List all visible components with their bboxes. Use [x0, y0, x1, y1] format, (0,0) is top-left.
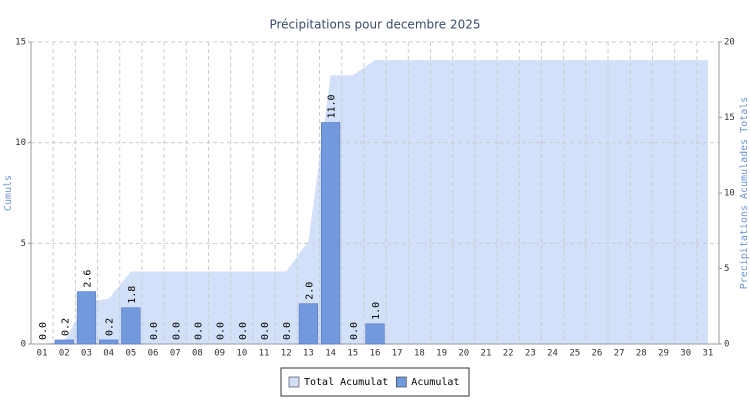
y-tick-label: 10 [15, 138, 26, 148]
x-tick-label: 18 [414, 349, 425, 359]
x-tick-label: 04 [103, 349, 114, 359]
x-tick-label: 02 [59, 349, 70, 359]
data-label: 0.2 [60, 318, 71, 336]
x-tick-label: 19 [436, 349, 447, 359]
data-label: 0.0 [216, 322, 227, 340]
x-tick-label: 09 [214, 349, 225, 359]
x-tick-label: 25 [569, 349, 580, 359]
x-tick-label: 23 [525, 349, 536, 359]
legend-box [280, 367, 470, 397]
bar [320, 122, 341, 345]
x-tick-label: 30 [680, 349, 691, 359]
x-tick-label: 08 [192, 349, 203, 359]
data-label: 1.0 [371, 302, 382, 320]
bar [365, 323, 385, 345]
x-tick-label: 05 [125, 349, 136, 359]
chart-title: Précipitations pour decembre 2025 [269, 18, 480, 32]
x-tick-label: 31 [702, 349, 713, 359]
data-label: 2.6 [82, 270, 93, 288]
x-tick-label: 24 [547, 349, 558, 359]
data-label: 0.0 [171, 322, 182, 340]
bar [121, 307, 141, 345]
legend-label: Acumulat [411, 377, 459, 388]
data-label: 0.0 [38, 322, 49, 340]
y-tick-label: 0 [21, 340, 26, 350]
x-tick-label: 16 [370, 349, 381, 359]
bar [54, 339, 74, 345]
x-tick-label: 06 [148, 349, 159, 359]
y2-tick-label: 5 [724, 264, 729, 274]
x-tick-label: 07 [170, 349, 181, 359]
x-tick-label: 27 [614, 349, 625, 359]
x-tick-label: 29 [658, 349, 669, 359]
x-tick-label: 26 [592, 349, 603, 359]
y-axis-title: Cumuls [3, 175, 14, 211]
y2-tick-label: 0 [724, 340, 729, 350]
x-tick-label: 21 [481, 349, 492, 359]
data-label: 2.0 [304, 282, 315, 300]
x-tick-label: 15 [347, 349, 358, 359]
x-tick-label: 13 [303, 349, 314, 359]
data-label: 0.0 [260, 322, 271, 340]
bar [298, 303, 319, 345]
data-label: 0.0 [349, 322, 360, 340]
bar [76, 291, 97, 345]
x-tick-label: 22 [503, 349, 514, 359]
x-tick-label: 28 [636, 349, 647, 359]
data-label: 0.0 [238, 322, 249, 340]
bar [99, 339, 119, 345]
data-label: 11.0 [327, 94, 338, 118]
x-tick-label: 17 [392, 349, 403, 359]
y2-tick-label: 10 [724, 189, 735, 199]
legend-swatch [395, 376, 407, 388]
y-tick-label: 15 [15, 38, 26, 48]
data-label: 0.0 [193, 322, 204, 340]
y2-tick-label: 15 [724, 113, 735, 123]
x-tick-label: 03 [81, 349, 92, 359]
legend-swatch [288, 376, 300, 388]
y2-axis-title: Precipitations Acumulades Totals [739, 97, 750, 290]
y2-tick-label: 20 [724, 38, 735, 48]
x-tick-label: 12 [281, 349, 292, 359]
x-tick-label: 01 [37, 349, 48, 359]
data-label: 0.0 [282, 322, 293, 340]
data-label: 0.0 [149, 322, 160, 340]
legend-label: Total Acumulat [304, 377, 388, 388]
data-label: 0.2 [105, 318, 116, 336]
x-tick-label: 10 [236, 349, 247, 359]
x-tick-label: 14 [325, 349, 336, 359]
x-tick-label: 20 [458, 349, 469, 359]
y-tick-label: 5 [21, 239, 26, 249]
data-label: 1.8 [127, 286, 138, 304]
x-tick-label: 11 [259, 349, 270, 359]
